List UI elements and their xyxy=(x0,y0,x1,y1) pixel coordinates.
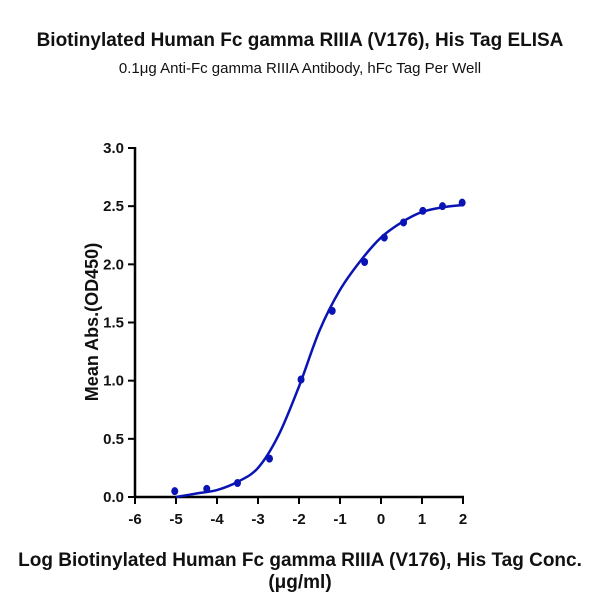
x-tick-label: 1 xyxy=(418,511,426,528)
fit-curve xyxy=(175,203,464,499)
y-tick-label: 0.0 xyxy=(103,489,124,506)
y-tick-label: 1.0 xyxy=(103,373,124,390)
y-tick-label: 2.5 xyxy=(103,198,124,215)
axes: -6 -5 -4 -3 -2 -1 0 1 2 0.0 0.5 1.0 1.5 2.0 2.5 3.0 xyxy=(103,140,467,528)
x-axis-label: Log Biotinylated Human Fc gamma RIIIA (V… xyxy=(18,550,582,593)
data-point xyxy=(297,375,305,384)
data-point xyxy=(400,218,408,227)
data-point xyxy=(328,306,336,315)
x-tick-label: -5 xyxy=(169,511,182,528)
x-tick-label: -4 xyxy=(210,511,224,528)
y-axis-label: Mean Abs.(OD450) xyxy=(82,243,102,401)
data-point xyxy=(265,454,273,463)
y-tick-label: 2.0 xyxy=(103,256,124,273)
data-point xyxy=(171,487,179,496)
chart-subtitle: 0.1μg Anti-Fc gamma RIIIA Antibody, hFc … xyxy=(118,60,482,77)
x-tick-label: -2 xyxy=(292,511,305,528)
y-tick-label: 3.0 xyxy=(103,140,124,157)
data-point xyxy=(419,206,427,215)
data-point xyxy=(203,484,211,493)
x-tick-label: 0 xyxy=(377,511,385,528)
x-tick-label: -3 xyxy=(251,511,264,528)
x-tick-label: -6 xyxy=(128,511,141,528)
data-point xyxy=(380,233,388,242)
y-tick-label: 0.5 xyxy=(103,431,124,448)
data-point xyxy=(458,198,466,207)
chart-title: Biotinylated Human Fc gamma RIIIA (V176)… xyxy=(36,30,564,51)
fit-curve-group xyxy=(175,203,464,499)
data-points xyxy=(171,198,466,496)
x-tick-label: -1 xyxy=(333,511,346,528)
y-tick-label: 1.5 xyxy=(103,315,124,332)
data-point xyxy=(234,479,241,488)
data-point xyxy=(439,202,446,211)
x-tick-label: 2 xyxy=(459,511,467,528)
data-point xyxy=(361,258,369,267)
